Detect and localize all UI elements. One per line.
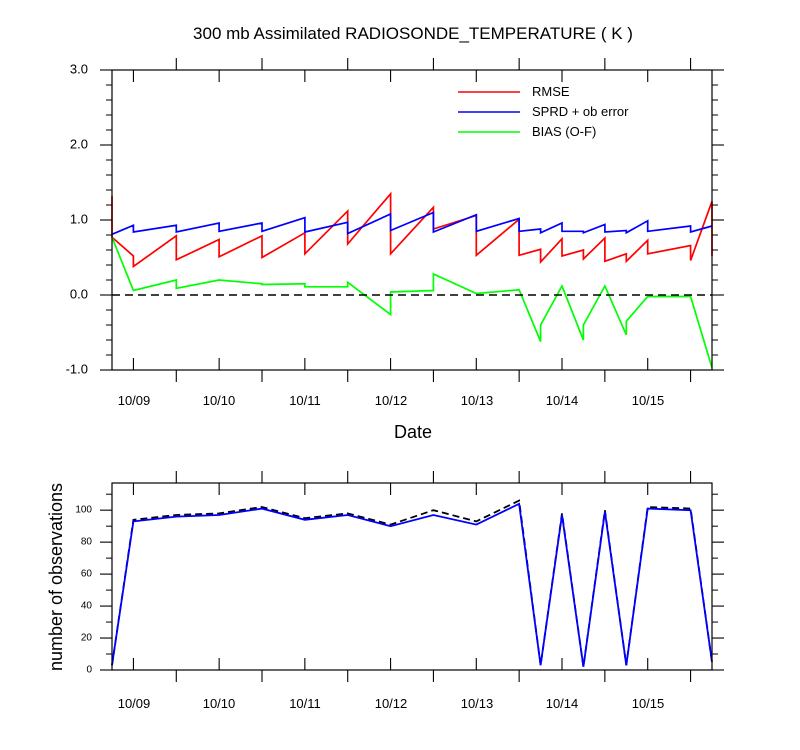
y-axis-title: number of observations: [46, 483, 66, 671]
series-line-bias-o-f: [111, 236, 713, 369]
legend-label-sprd: SPRD + ob error: [532, 104, 629, 119]
y-tick-label: 3.0: [70, 61, 88, 76]
y-tick-label: 1.0: [70, 211, 88, 226]
top-y-tick-labels: -1.0 0.0 1.0 2.0 3.0: [66, 61, 88, 376]
top-series-layer: [111, 191, 713, 369]
x-tick-label: 10/09: [118, 393, 151, 408]
bottom-x-tick-labels: 10/09 10/10 10/11 10/12 10/13 10/14 10/1…: [118, 696, 665, 711]
series-line-sprd-ob-error: [111, 211, 713, 236]
y-tick-label: 80: [81, 537, 93, 548]
x-tick-label: 10/11: [289, 393, 321, 408]
x-tick-label: 10/12: [375, 696, 408, 711]
bottom-series-layer: [111, 499, 713, 667]
y-tick-label: 100: [75, 505, 92, 516]
x-tick-label: 10/11: [289, 696, 321, 711]
bottom-axes: [100, 471, 724, 682]
x-tick-label: 10/14: [546, 696, 579, 711]
legend: RMSE SPRD + ob error BIAS (O-F): [458, 84, 629, 139]
y-tick-label: 20: [81, 633, 93, 644]
x-tick-label: 10/12: [375, 393, 408, 408]
y-tick-label: 0: [86, 665, 92, 676]
x-tick-label: 10/13: [461, 696, 494, 711]
y-tick-label: 0.0: [70, 286, 88, 301]
x-axis-title: Date: [394, 422, 432, 442]
x-tick-label: 10/09: [118, 696, 151, 711]
top-chart: 300 mb Assimilated RADIOSONDE_TEMPERATUR…: [66, 24, 724, 442]
x-tick-label: 10/15: [632, 696, 665, 711]
legend-label-rmse: RMSE: [532, 84, 570, 99]
top-axes: [100, 58, 724, 382]
x-tick-label: 10/14: [546, 393, 579, 408]
x-tick-label: 10/15: [632, 393, 665, 408]
series-line-used: [111, 502, 713, 667]
x-tick-label: 10/13: [461, 393, 494, 408]
plot-frame: [111, 482, 713, 671]
x-tick-label: 10/10: [203, 696, 236, 711]
y-tick-label: 2.0: [70, 136, 88, 151]
chart-title: 300 mb Assimilated RADIOSONDE_TEMPERATUR…: [193, 24, 633, 43]
top-x-tick-labels: 10/09 10/10 10/11 10/12 10/13 10/14 10/1…: [118, 393, 665, 408]
y-tick-label: -1.0: [66, 361, 88, 376]
bottom-y-tick-labels: 0 20 40 60 80 100: [75, 505, 92, 676]
y-tick-label: 60: [81, 569, 93, 580]
x-tick-label: 10/10: [203, 393, 236, 408]
series-line-rmse: [111, 191, 713, 269]
y-tick-label: 40: [81, 601, 93, 612]
bottom-chart: 0 20 40 60 80 100 10/09 10/10 10/11 10/1…: [46, 471, 724, 711]
legend-label-bias: BIAS (O-F): [532, 124, 596, 139]
series-line-possible: [111, 499, 713, 667]
